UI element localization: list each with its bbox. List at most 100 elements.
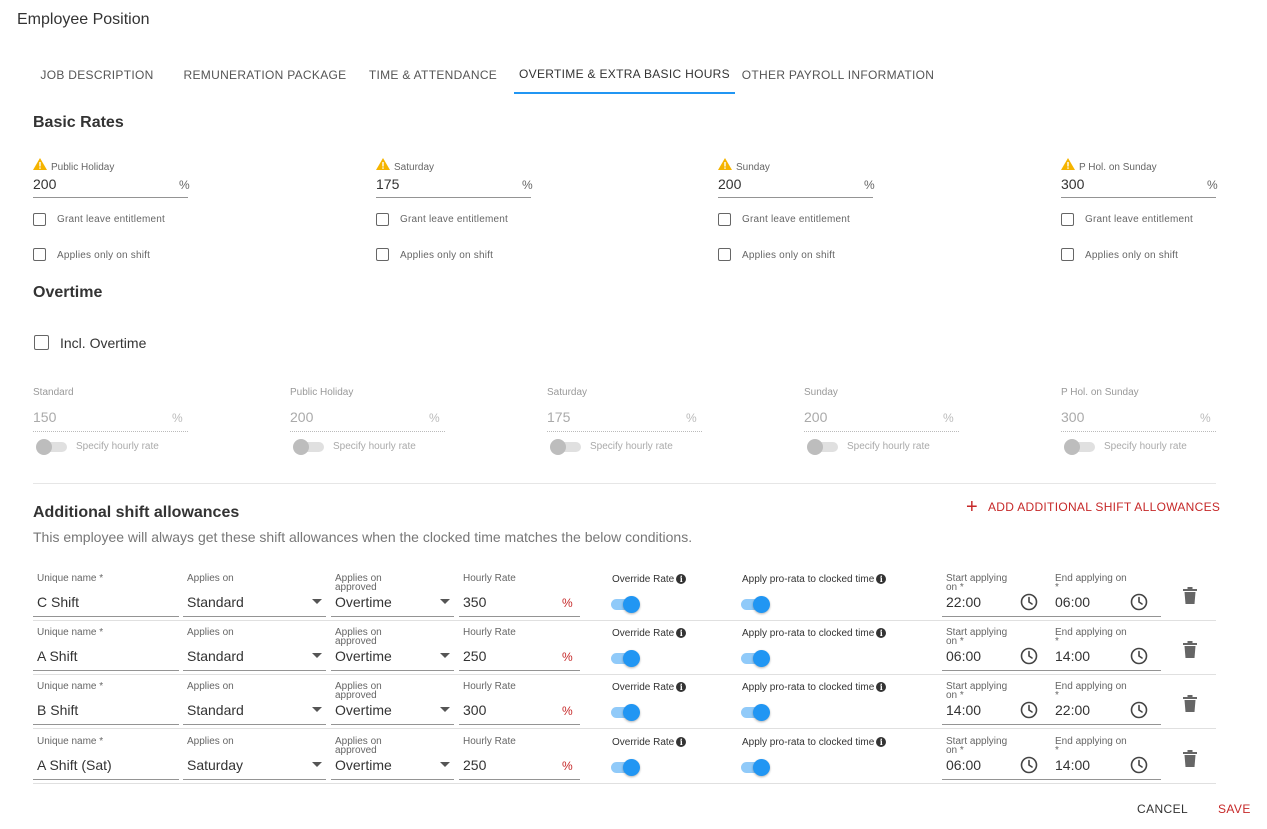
dropdown-arrow-icon[interactable] (312, 707, 322, 712)
info-icon[interactable]: i (676, 682, 687, 692)
clock-icon[interactable] (1020, 647, 1038, 665)
clock-icon[interactable] (1020, 756, 1038, 774)
unique-name-input[interactable]: C Shift (37, 594, 80, 610)
delete-icon[interactable] (1183, 750, 1197, 767)
overtime-rate-input[interactable]: 150 (33, 409, 57, 425)
info-icon[interactable]: i (676, 737, 687, 747)
dropdown-arrow-icon[interactable] (440, 762, 450, 767)
dropdown-arrow-icon[interactable] (312, 653, 322, 658)
applies-on-select[interactable]: Standard (187, 702, 244, 718)
grant-leave-checkbox[interactable] (718, 213, 731, 226)
start-time-input[interactable]: 06:00 (946, 648, 982, 664)
hourly-rate-input[interactable]: 250 (463, 757, 487, 773)
applies-on-select[interactable]: Saturday (187, 757, 244, 773)
end-time-input[interactable]: 14:00 (1055, 757, 1091, 773)
grant-leave-checkbox[interactable] (376, 213, 389, 226)
applies-shift-checkbox[interactable] (33, 248, 46, 261)
hourly-rate-input[interactable]: 350 (463, 594, 487, 610)
start-time-input[interactable]: 22:00 (946, 594, 982, 610)
applies-approved-select[interactable]: Overtime (335, 757, 392, 773)
start-time-input[interactable]: 14:00 (946, 702, 982, 718)
tab-overtime-extra-basic-hours[interactable]: OVERTIME & EXTRA BASIC HOURS (514, 56, 735, 94)
end-applying-label-line2: * (1055, 582, 1059, 593)
delete-icon[interactable] (1183, 695, 1197, 712)
grant-leave-checkbox[interactable] (33, 213, 46, 226)
dropdown-arrow-icon[interactable] (440, 707, 450, 712)
end-time-input[interactable]: 22:00 (1055, 702, 1091, 718)
toggle-knob (550, 439, 566, 455)
add-shift-allowance-button[interactable]: + ADD ADDITIONAL SHIFT ALLOWANCES (966, 497, 1220, 517)
applies-on-label: Applies on (187, 736, 234, 747)
dropdown-arrow-icon[interactable] (312, 599, 322, 604)
specify-hourly-rate-toggle[interactable] (1064, 439, 1096, 455)
unique-name-input[interactable]: A Shift (Sat) (37, 757, 112, 773)
basic-rate-input[interactable]: 300 (1061, 176, 1085, 192)
tab-remuneration-package[interactable]: REMUNERATION PACKAGE (183, 68, 347, 82)
info-icon[interactable]: i (876, 574, 887, 584)
applies-approved-select[interactable]: Overtime (335, 594, 392, 610)
overtime-rate-input[interactable]: 200 (290, 409, 314, 425)
input-underline (33, 670, 179, 671)
start-applying-label: Start applying (946, 573, 1008, 584)
basic-rate-input[interactable]: 200 (718, 176, 742, 192)
clock-icon[interactable] (1130, 647, 1148, 665)
pro-rata-toggle[interactable] (741, 596, 771, 613)
applies-shift-checkbox[interactable] (1061, 248, 1074, 261)
override-rate-toggle[interactable] (611, 759, 641, 776)
clock-icon[interactable] (1130, 756, 1148, 774)
applies-approved-select[interactable]: Overtime (335, 702, 392, 718)
unique-name-input[interactable]: A Shift (37, 648, 78, 664)
toggle-track (1067, 442, 1095, 452)
end-time-input[interactable]: 14:00 (1055, 648, 1091, 664)
dropdown-arrow-icon[interactable] (440, 653, 450, 658)
applies-on-select[interactable]: Standard (187, 648, 244, 664)
info-icon[interactable]: i (676, 574, 687, 584)
tab-job-description[interactable]: JOB DESCRIPTION (40, 68, 154, 82)
override-rate-toggle[interactable] (611, 704, 641, 721)
info-icon[interactable]: i (676, 628, 687, 638)
applies-shift-checkbox[interactable] (376, 248, 389, 261)
basic-rate-input[interactable]: 200 (33, 176, 57, 192)
tab-other-payroll-information[interactable]: OTHER PAYROLL INFORMATION (741, 68, 935, 82)
specify-hourly-rate-toggle[interactable] (807, 439, 839, 455)
percent-suffix: % (522, 178, 533, 192)
basic-rate-input[interactable]: 175 (376, 176, 400, 192)
override-rate-toggle[interactable] (611, 650, 641, 667)
delete-icon[interactable] (1183, 587, 1197, 604)
clock-icon[interactable] (1130, 593, 1148, 611)
unique-name-input[interactable]: B Shift (37, 702, 79, 718)
hourly-rate-input[interactable]: 300 (463, 702, 487, 718)
overtime-rate-input[interactable]: 200 (804, 409, 828, 425)
incl-overtime-checkbox[interactable] (34, 335, 49, 350)
start-time-input[interactable]: 06:00 (946, 757, 982, 773)
clock-icon[interactable] (1130, 701, 1148, 719)
clock-icon[interactable] (1020, 701, 1038, 719)
override-rate-label: Override Rate i (612, 737, 687, 748)
applies-shift-checkbox[interactable] (718, 248, 731, 261)
applies-approved-select[interactable]: Overtime (335, 648, 392, 664)
pro-rata-toggle[interactable] (741, 650, 771, 667)
toggle-knob (753, 596, 770, 613)
pro-rata-toggle[interactable] (741, 759, 771, 776)
cancel-button[interactable]: CANCEL (1137, 802, 1189, 816)
overtime-rate-input[interactable]: 175 (547, 409, 571, 425)
overtime-rate-input[interactable]: 300 (1061, 409, 1085, 425)
override-rate-toggle[interactable] (611, 596, 641, 613)
hourly-rate-input[interactable]: 250 (463, 648, 487, 664)
dropdown-arrow-icon[interactable] (440, 599, 450, 604)
dropdown-arrow-icon[interactable] (312, 762, 322, 767)
specify-hourly-rate-toggle[interactable] (550, 439, 582, 455)
clock-icon[interactable] (1020, 593, 1038, 611)
grant-leave-checkbox[interactable] (1061, 213, 1074, 226)
applies-on-select[interactable]: Standard (187, 594, 244, 610)
specify-hourly-rate-toggle[interactable] (36, 439, 68, 455)
tab-time-attendance[interactable]: TIME & ATTENDANCE (368, 68, 498, 82)
end-time-input[interactable]: 06:00 (1055, 594, 1091, 610)
info-icon[interactable]: i (876, 737, 887, 747)
pro-rata-toggle[interactable] (741, 704, 771, 721)
info-icon[interactable]: i (876, 628, 887, 638)
info-icon[interactable]: i (876, 682, 887, 692)
specify-hourly-rate-toggle[interactable] (293, 439, 325, 455)
save-button[interactable]: SAVE (1218, 802, 1251, 816)
delete-icon[interactable] (1183, 641, 1197, 658)
